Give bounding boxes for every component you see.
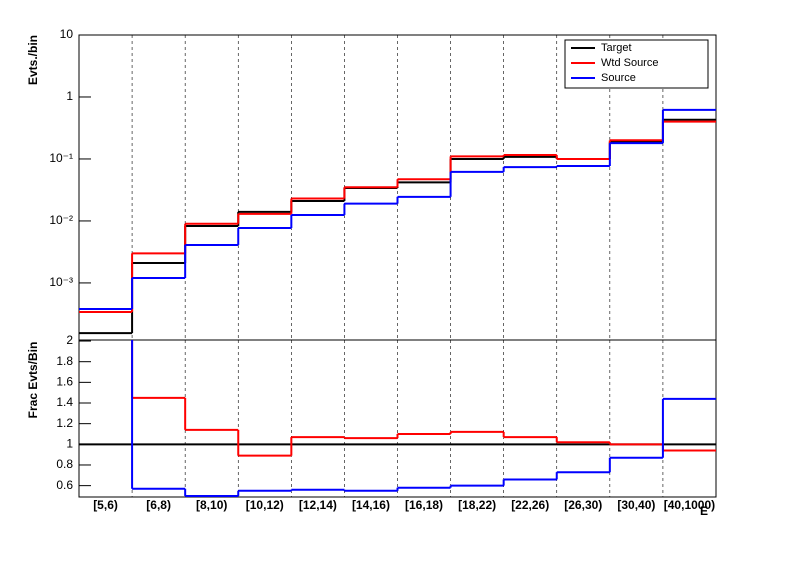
legend-label: Wtd Source [601,57,658,69]
x-tick-label: [12,14) [299,498,337,512]
y-tick-label: 10 [60,27,74,41]
y-tick-label: 0.6 [56,478,73,492]
y-tick-label: 1.8 [56,354,73,368]
y-tick-label: 10⁻² [49,213,73,227]
y-tick-label: 1.2 [56,416,73,430]
y-tick-label: 1 [66,436,73,450]
series-group [79,340,716,497]
y-tick-label: 1.6 [56,375,73,389]
x-tick-label: [10,12) [246,498,284,512]
legend-label: Target [601,42,632,54]
plot-frame [78,339,717,498]
y-axis-label: Frac Evts/Bin [26,342,40,419]
y-tick-label: 0.8 [56,457,73,471]
y-tick-label: 1.4 [56,395,73,409]
y-axis-label: Evts./bin [26,35,40,85]
x-tick-label: [8,10) [196,498,227,512]
x-tick-label: [18,22) [458,498,496,512]
x-tick-label: [40,1000) [664,498,715,512]
y-tick-label: 2 [66,333,73,347]
y-tick-label: 10⁻¹ [49,151,73,165]
x-tick-label: [5,6) [93,498,118,512]
x-axis-label: E [700,504,708,518]
x-tick-label: [16,18) [405,498,443,512]
x-tick-label: [22,26) [511,498,549,512]
legend-label: Source [601,72,636,84]
x-tick-label: [26,30) [564,498,602,512]
y-tick-label: 1 [66,89,73,103]
y-tick-label: 10⁻³ [49,275,73,289]
series-group [79,108,716,335]
x-tick-label: [14,16) [352,498,390,512]
x-tick-label: [6,8) [146,498,171,512]
x-tick-label: [30,40) [617,498,655,512]
